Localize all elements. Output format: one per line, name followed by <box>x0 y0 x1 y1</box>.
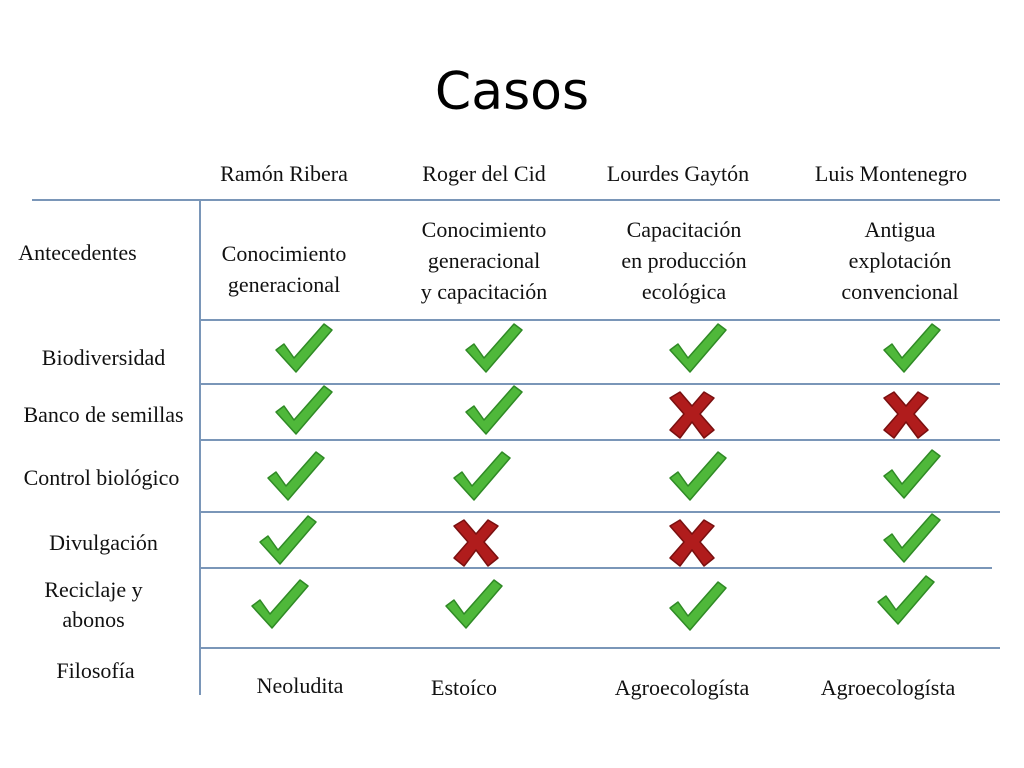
rule-antecedentes <box>200 319 1000 321</box>
check-icon <box>669 451 727 501</box>
check-icon <box>445 579 503 629</box>
mark-reciclaje-lourdes <box>669 581 727 631</box>
row-label-antecedentes: Antecedentes <box>18 240 137 265</box>
antecedentes-lourdes-line3: ecológica <box>641 279 727 304</box>
antecedentes-luis-line1: Antigua <box>864 217 936 242</box>
check-icon <box>453 451 511 501</box>
mark-control-luis <box>883 449 941 499</box>
slide-title: Casos <box>434 62 590 122</box>
check-icon <box>267 451 325 501</box>
check-icon <box>883 449 941 499</box>
antecedentes-roger-line1: Conocimiento <box>421 217 547 242</box>
mark-divulgacion-lourdes <box>669 519 715 567</box>
rule-banco <box>200 439 1000 441</box>
filosofia-cell-lourdes: Agroecologísta <box>614 675 750 700</box>
column-header-roger: Roger del Cid <box>422 161 546 186</box>
mark-banco-luis <box>883 391 929 439</box>
antecedentes-cell-ramon: Conocimiento generacional <box>184 238 384 300</box>
antecedentes-ramon-line1: Conocimiento <box>221 241 347 266</box>
antecedentes-lourdes-line2: en producción <box>621 248 747 273</box>
row-label-reciclaje: Reciclaje y abonos <box>0 575 191 635</box>
check-icon <box>669 581 727 631</box>
row-label-reciclaje-line1: Reciclaje y <box>44 577 143 602</box>
mark-banco-ramon <box>275 385 333 435</box>
check-icon <box>259 515 317 565</box>
mark-control-ramon <box>267 451 325 501</box>
check-icon <box>465 323 523 373</box>
check-icon <box>465 385 523 435</box>
cross-icon <box>883 391 929 439</box>
check-icon <box>251 579 309 629</box>
check-icon <box>275 385 333 435</box>
mark-biodiversidad-luis <box>883 323 941 373</box>
cross-icon <box>669 519 715 567</box>
rule-reciclaje <box>200 647 1000 649</box>
rule-divulgacion <box>200 567 992 569</box>
column-header-luis: Luis Montenegro <box>814 161 968 186</box>
column-header-ramon: Ramón Ribera <box>220 161 348 186</box>
check-icon <box>877 575 935 625</box>
filosofia-cell-luis: Agroecologísta <box>820 675 956 700</box>
check-icon <box>883 513 941 563</box>
check-icon <box>669 323 727 373</box>
mark-divulgacion-roger <box>453 519 499 567</box>
mark-divulgacion-luis <box>883 513 941 563</box>
row-label-filosofia: Filosofía <box>56 658 135 683</box>
mark-control-lourdes <box>669 451 727 501</box>
filosofia-cell-roger: Estoíco <box>431 675 497 700</box>
cross-icon <box>669 391 715 439</box>
column-header-lourdes: Lourdes Gaytón <box>606 161 750 186</box>
antecedentes-lourdes-line1: Capacitación <box>626 217 742 242</box>
mark-banco-roger <box>465 385 523 435</box>
check-icon <box>275 323 333 373</box>
filosofia-cell-ramon: Neoludita <box>256 673 344 698</box>
mark-reciclaje-ramon <box>251 579 309 629</box>
check-icon <box>883 323 941 373</box>
antecedentes-cell-luis: Antigua explotación convencional <box>800 214 1000 307</box>
mark-biodiversidad-lourdes <box>669 323 727 373</box>
mark-control-roger <box>453 451 511 501</box>
cross-icon <box>453 519 499 567</box>
antecedentes-luis-line2: explotación <box>848 248 952 273</box>
antecedentes-ramon-line2: generacional <box>227 272 341 297</box>
mark-reciclaje-luis <box>877 575 935 625</box>
antecedentes-roger-line2: generacional <box>427 248 541 273</box>
antecedentes-cell-lourdes: Capacitación en producción ecológica <box>584 214 784 307</box>
rule-vertical <box>199 199 201 695</box>
mark-biodiversidad-ramon <box>275 323 333 373</box>
antecedentes-luis-line3: convencional <box>841 279 959 304</box>
mark-biodiversidad-roger <box>465 323 523 373</box>
mark-banco-lourdes <box>669 391 715 439</box>
antecedentes-cell-roger: Conocimiento generacional y capacitación <box>384 214 584 307</box>
rule-biodiversidad <box>200 383 1000 385</box>
antecedentes-roger-line3: y capacitación <box>420 279 548 304</box>
mark-divulgacion-ramon <box>259 515 317 565</box>
row-label-control: Control biológico <box>23 465 180 490</box>
row-label-reciclaje-line2: abonos <box>62 607 125 632</box>
rule-control <box>200 511 1000 513</box>
row-label-biodiversidad: Biodiversidad <box>41 345 166 370</box>
rule-header <box>32 199 1000 201</box>
row-label-banco: Banco de semillas <box>23 402 184 427</box>
row-label-divulgacion: Divulgación <box>49 530 158 555</box>
mark-reciclaje-roger <box>445 579 503 629</box>
